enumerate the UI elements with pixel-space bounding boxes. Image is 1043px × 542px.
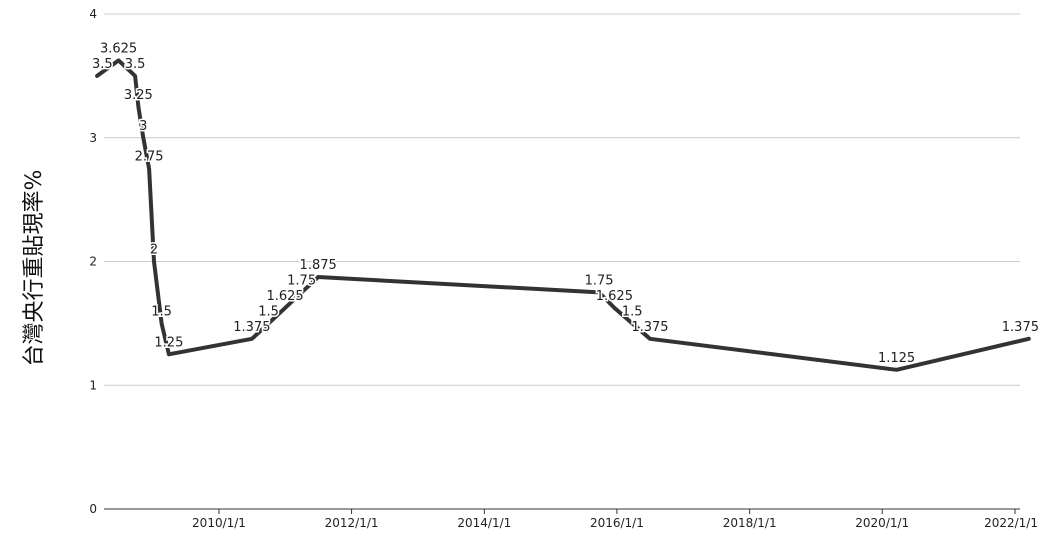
x-tick-label-1: 2012/1/1 xyxy=(325,516,379,530)
y-axis-label: 台灣央行重貼現率% xyxy=(22,170,47,367)
x-axis-ticks: 2010/1/1 2012/1/1 2014/1/1 2016/1/1 2018/1/1… xyxy=(192,509,1038,530)
data-label-5: 2.75 xyxy=(135,150,164,165)
data-label-16: 1.5 xyxy=(622,304,643,319)
data-label-2: 3.5 xyxy=(125,57,146,72)
y-tick-label-3: 3 xyxy=(89,131,97,145)
y-tick-label-0: 0 xyxy=(89,502,97,516)
data-label-9: 1.375 xyxy=(233,320,270,335)
data-label-19: 1.375 xyxy=(1002,320,1039,335)
data-label-10: 1.5 xyxy=(258,304,279,319)
data-label-6: 2 xyxy=(150,243,158,258)
data-label-11: 1.625 xyxy=(266,289,303,304)
data-label-8: 1.25 xyxy=(154,335,183,350)
data-label-0: 3.5 xyxy=(92,57,113,72)
data-label-17: 1.375 xyxy=(631,320,668,335)
data-labels: 3.53.6253.53.2532.7521.51.251.3751.51.62… xyxy=(91,40,1041,367)
x-tick-label-2: 2014/1/1 xyxy=(457,516,511,530)
data-label-14: 1.75 xyxy=(585,273,614,288)
y-axis-ticks: 0 1 2 3 4 xyxy=(89,7,97,516)
data-label-1: 3.625 xyxy=(100,41,137,56)
data-label-4: 3 xyxy=(139,119,147,134)
series-line xyxy=(95,58,1031,372)
y-tick-label-1: 1 xyxy=(89,378,97,392)
data-label-7: 1.5 xyxy=(151,304,172,319)
x-tick-label-6: 2022/1/1 xyxy=(984,516,1038,530)
data-label-3: 3.25 xyxy=(124,88,153,103)
x-tick-label-3: 2016/1/1 xyxy=(590,516,644,530)
data-label-12: 1.75 xyxy=(287,273,316,288)
data-label-15: 1.625 xyxy=(596,289,633,304)
gridlines xyxy=(104,13,1020,386)
x-tick-label-0: 2010/1/1 xyxy=(192,516,246,530)
x-tick-label-4: 2018/1/1 xyxy=(723,516,777,530)
data-label-13: 1.875 xyxy=(300,258,337,273)
data-label-18: 1.125 xyxy=(878,351,915,366)
y-tick-label-4: 4 xyxy=(89,7,97,21)
y-tick-label-2: 2 xyxy=(89,255,97,269)
x-tick-label-5: 2020/1/1 xyxy=(855,516,909,530)
